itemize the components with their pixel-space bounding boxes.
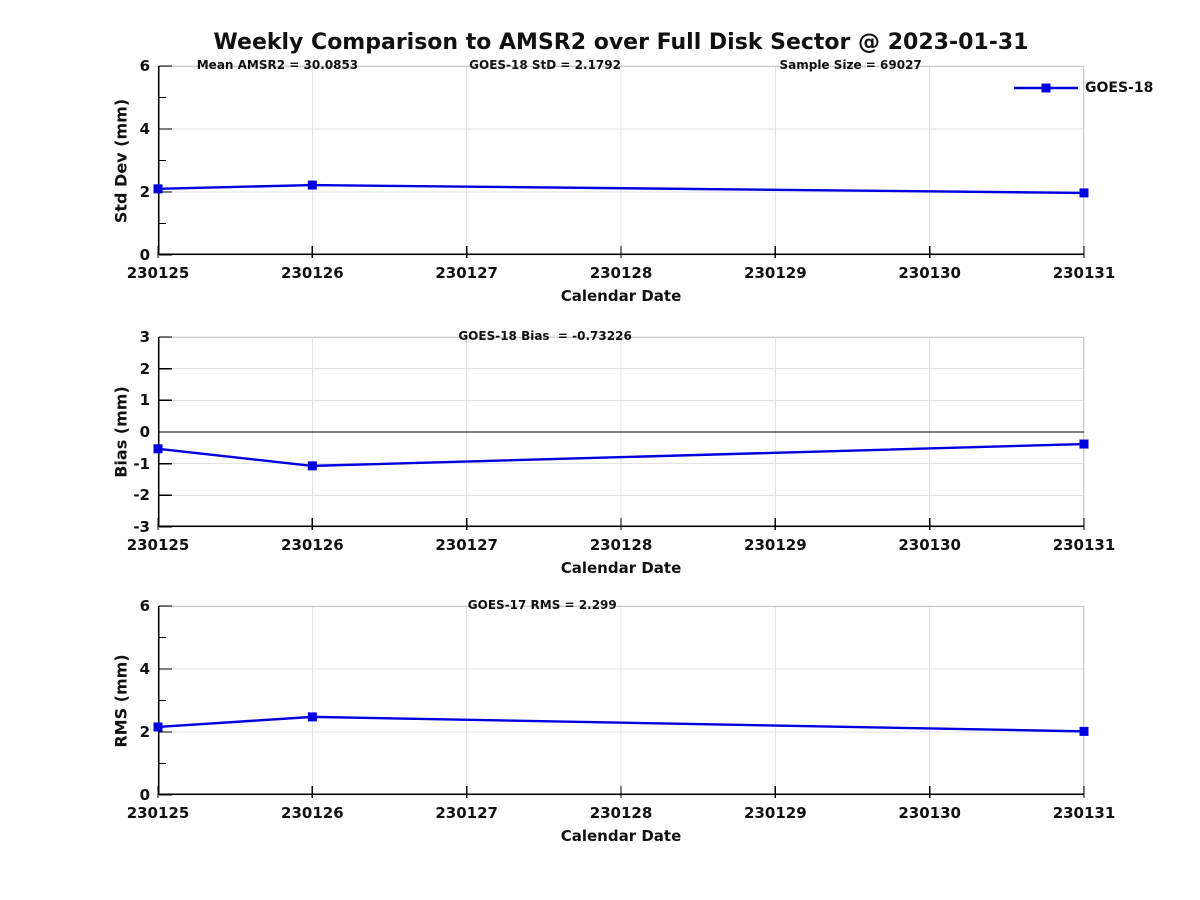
legend: GOES-18 [1014, 80, 1153, 96]
y-tick-label: 6 [139, 597, 150, 615]
x-tick-label: 230128 [589, 264, 653, 282]
x-tick-label: 230131 [1052, 804, 1116, 822]
data-point-marker [1079, 439, 1089, 449]
y-tick-label: 1 [139, 391, 150, 410]
y-tick-label: 3 [139, 328, 150, 346]
y-tick-label: -1 [133, 454, 150, 473]
plot-area-bias [153, 336, 1089, 530]
legend-label: GOES-18 [1085, 80, 1154, 96]
x-tick-label: 230126 [281, 536, 344, 554]
data-point-marker [307, 461, 317, 471]
xlabel-calendar-date-1: Calendar Date [560, 287, 682, 305]
x-tick-label: 230128 [589, 536, 653, 554]
y-tick-label: 2 [139, 359, 150, 378]
annotation-goes17-rms: GOES-17 RMS = 2.299 [467, 598, 617, 612]
y-tick-label: 4 [139, 120, 150, 138]
x-tick-label: 230125 [126, 264, 190, 282]
y-tick-label: 2 [139, 723, 150, 741]
x-tick-label: 230125 [126, 804, 190, 822]
data-point-marker [307, 180, 317, 190]
x-tick-label: 230127 [435, 804, 498, 822]
y-tick-label: -3 [133, 518, 150, 536]
xlabel-calendar-date-2: Calendar Date [560, 559, 682, 577]
y-tick-label: 4 [139, 660, 150, 678]
x-tick-label: 230130 [898, 536, 961, 554]
x-tick-label: 230125 [126, 536, 190, 554]
x-tick-label: 230131 [1052, 536, 1116, 554]
chart-title: Weekly Comparison to AMSR2 over Full Dis… [213, 30, 1029, 55]
x-tick-label: 230129 [744, 536, 807, 554]
y-tick-label: 0 [139, 246, 150, 264]
data-point-marker [1079, 188, 1089, 198]
plot-area-rms [153, 605, 1089, 798]
x-tick-label: 230126 [281, 264, 344, 282]
legend-line-icon [1014, 83, 1078, 93]
y-tick-label: 2 [139, 183, 150, 201]
x-tick-label: 230127 [435, 264, 498, 282]
x-tick-label: 230127 [435, 536, 498, 554]
plot-area-std-dev [153, 65, 1089, 258]
data-point-marker [153, 444, 163, 454]
x-tick-label: 230129 [744, 264, 807, 282]
x-tick-label: 230131 [1052, 264, 1116, 282]
data-point-marker [1079, 726, 1089, 736]
annotation-goes18-bias: GOES-18 Bias = -0.73226 [458, 329, 632, 343]
x-tick-label: 230129 [744, 804, 807, 822]
x-tick-label: 230126 [281, 804, 344, 822]
data-point-marker [307, 712, 317, 722]
ylabel-std-dev: Std Dev (mm) [111, 98, 131, 223]
x-tick-label: 230130 [898, 264, 961, 282]
data-point-marker [153, 184, 163, 194]
annotation-mean-amsr2: Mean AMSR2 = 30.0853 [196, 58, 359, 72]
x-tick-label: 230130 [898, 804, 961, 822]
annotation-sample-size: Sample Size = 69027 [779, 58, 922, 72]
y-tick-label: 6 [139, 57, 150, 75]
xlabel-calendar-date-3: Calendar Date [560, 827, 682, 845]
y-tick-label: 0 [139, 786, 150, 804]
annotation-goes18-std: GOES-18 StD = 2.1792 [469, 58, 621, 72]
x-tick-label: 230128 [589, 804, 653, 822]
data-point-marker [153, 722, 163, 732]
y-tick-label: 0 [139, 423, 150, 441]
y-tick-label: -2 [133, 486, 150, 505]
